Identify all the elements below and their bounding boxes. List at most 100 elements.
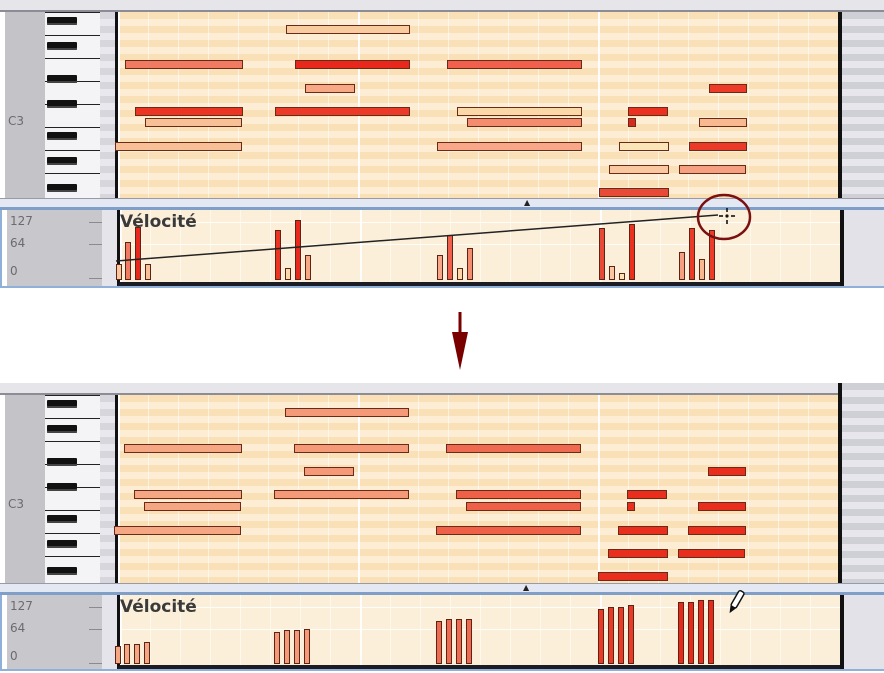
white-key[interactable] [45, 395, 100, 418]
black-key[interactable] [47, 100, 77, 108]
velocity-bar[interactable] [134, 644, 140, 664]
white-key[interactable] [45, 510, 100, 533]
black-key[interactable] [47, 42, 77, 50]
velocity-bar[interactable] [628, 605, 634, 664]
midi-note[interactable] [457, 107, 582, 116]
midi-note[interactable] [467, 118, 582, 127]
midi-note[interactable] [144, 502, 241, 511]
velocity-bar[interactable] [115, 646, 121, 664]
white-key[interactable] [45, 418, 100, 441]
velocity-bar[interactable] [275, 230, 281, 280]
midi-note[interactable] [628, 118, 636, 127]
velocity-bar[interactable] [619, 273, 625, 280]
piano-keyboard[interactable] [45, 12, 102, 198]
midi-note[interactable] [285, 408, 409, 417]
resize-grip-icon[interactable]: ▲ [524, 198, 531, 207]
velocity-bar[interactable] [125, 242, 131, 280]
velocity-bar[interactable] [295, 220, 301, 280]
midi-note[interactable] [134, 490, 242, 499]
velocity-bar[interactable] [436, 621, 442, 664]
velocity-grid[interactable] [117, 595, 840, 669]
velocity-bar[interactable] [304, 629, 310, 664]
midi-note[interactable] [708, 467, 746, 476]
white-key[interactable] [45, 58, 100, 81]
midi-note[interactable] [286, 25, 410, 34]
midi-note[interactable] [709, 84, 747, 93]
velocity-bar[interactable] [609, 266, 615, 280]
velocity-bar[interactable] [599, 228, 605, 280]
midi-note[interactable] [456, 490, 581, 499]
black-key[interactable] [47, 17, 77, 25]
black-key[interactable] [47, 458, 77, 466]
velocity-bar[interactable] [145, 264, 151, 280]
midi-note[interactable] [114, 526, 241, 535]
velocity-bar[interactable] [116, 264, 122, 280]
lane-divider[interactable]: ▲ [0, 198, 884, 210]
midi-note[interactable] [295, 60, 410, 69]
piano-keyboard[interactable] [45, 395, 102, 583]
black-key[interactable] [47, 515, 77, 523]
velocity-bar[interactable] [608, 607, 614, 664]
velocity-bar[interactable] [447, 235, 453, 280]
midi-note[interactable] [598, 572, 668, 581]
velocity-bar[interactable] [124, 644, 130, 664]
black-key[interactable] [47, 184, 77, 192]
black-key[interactable] [47, 157, 77, 165]
midi-note[interactable] [599, 188, 669, 197]
lane-divider[interactable]: ▲ [0, 583, 884, 595]
velocity-bar[interactable] [708, 600, 714, 664]
black-key[interactable] [47, 567, 77, 575]
black-key[interactable] [47, 400, 77, 408]
velocity-bar[interactable] [274, 632, 280, 664]
midi-note[interactable] [145, 118, 242, 127]
white-key[interactable] [45, 35, 100, 58]
midi-note[interactable] [618, 526, 668, 535]
velocity-bar[interactable] [679, 252, 685, 280]
velocity-bar[interactable] [467, 248, 473, 280]
velocity-bar[interactable] [284, 630, 290, 664]
midi-note[interactable] [436, 526, 581, 535]
black-key[interactable] [47, 540, 77, 548]
midi-note[interactable] [627, 502, 635, 511]
note-grid[interactable] [115, 395, 838, 583]
velocity-bar[interactable] [457, 268, 463, 280]
velocity-bar[interactable] [294, 630, 300, 664]
midi-note[interactable] [679, 165, 746, 174]
midi-note[interactable] [619, 142, 669, 151]
midi-note[interactable] [135, 107, 243, 116]
white-key[interactable] [45, 173, 100, 196]
black-key[interactable] [47, 75, 77, 83]
midi-note[interactable] [628, 107, 668, 116]
velocity-bar[interactable] [698, 600, 704, 664]
midi-note[interactable] [125, 60, 243, 69]
midi-note[interactable] [678, 549, 745, 558]
midi-note[interactable] [608, 549, 668, 558]
black-key[interactable] [47, 132, 77, 140]
midi-note[interactable] [304, 467, 354, 476]
midi-note[interactable] [294, 444, 409, 453]
velocity-bar[interactable] [437, 255, 443, 280]
midi-note[interactable] [446, 444, 581, 453]
white-key[interactable] [45, 150, 100, 173]
midi-note[interactable] [688, 526, 746, 535]
midi-note[interactable] [275, 107, 410, 116]
midi-note[interactable] [609, 165, 669, 174]
velocity-bar[interactable] [699, 259, 705, 280]
velocity-bar[interactable] [618, 607, 624, 664]
velocity-bar[interactable] [144, 642, 150, 664]
midi-note[interactable] [115, 142, 242, 151]
velocity-bar[interactable] [305, 255, 311, 280]
velocity-bar[interactable] [285, 268, 291, 280]
velocity-bar[interactable] [466, 619, 472, 664]
white-key[interactable] [45, 533, 100, 556]
velocity-bar[interactable] [598, 609, 604, 664]
midi-note[interactable] [466, 502, 581, 511]
white-key[interactable] [45, 12, 100, 35]
midi-note[interactable] [447, 60, 582, 69]
velocity-bar[interactable] [629, 224, 635, 280]
midi-note[interactable] [699, 118, 747, 127]
white-key[interactable] [45, 556, 100, 579]
midi-note[interactable] [274, 490, 409, 499]
velocity-bar[interactable] [135, 227, 141, 280]
midi-note[interactable] [689, 142, 747, 151]
